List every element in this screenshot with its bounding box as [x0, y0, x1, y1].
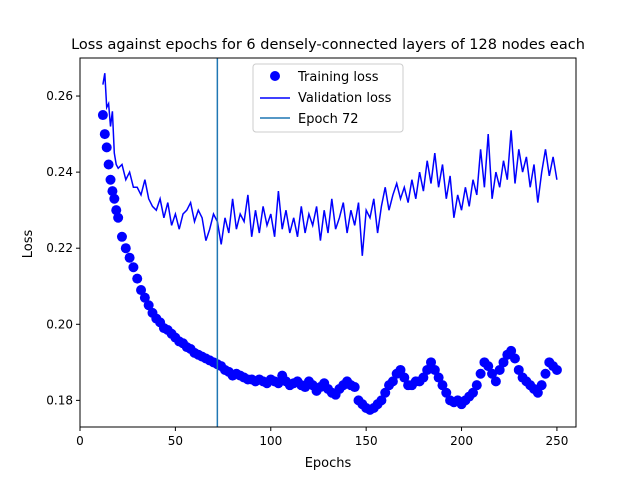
training-loss-point: [471, 380, 482, 391]
x-tick-label: 100: [259, 434, 282, 448]
training-loss-point: [395, 364, 406, 375]
training-loss-point: [506, 345, 517, 356]
x-tick-label: 200: [450, 434, 473, 448]
training-loss-point: [103, 159, 114, 170]
training-loss-point: [498, 357, 509, 368]
training-loss-point: [136, 285, 147, 296]
training-loss-point: [101, 142, 112, 153]
y-tick-label: 0.24: [46, 165, 73, 179]
training-loss-point: [399, 372, 410, 383]
legend: Training loss Validation loss Epoch 72: [252, 63, 404, 133]
x-axis: 0 50 100 150 200 250: [76, 427, 568, 448]
axes-frame: [79, 57, 577, 428]
y-tick-label: 0.22: [46, 241, 73, 255]
y-axis-label: Loss: [21, 230, 36, 259]
training-loss-point: [97, 110, 108, 121]
plot-area: [97, 58, 562, 427]
training-loss-point: [116, 231, 127, 242]
legend-box: [252, 63, 404, 133]
legend-label-training: Training loss: [297, 70, 379, 85]
validation-loss-line: [102, 73, 558, 256]
training-loss-point: [475, 368, 486, 379]
training-loss-point: [490, 376, 501, 387]
legend-label-epoch: Epoch 72: [298, 112, 358, 127]
training-loss-point: [513, 364, 524, 375]
x-tick-label: 50: [168, 434, 183, 448]
training-loss-point: [540, 368, 551, 379]
training-loss-point: [551, 364, 562, 375]
legend-label-validation: Validation loss: [298, 91, 392, 106]
x-tick-label: 0: [76, 434, 84, 448]
training-loss-point: [437, 380, 448, 391]
y-axis: 0.18 0.20 0.22 0.24 0.26: [46, 89, 80, 407]
training-loss-point: [387, 376, 398, 387]
training-loss-point: [113, 212, 124, 223]
training-loss-point: [441, 387, 452, 398]
training-loss-point: [487, 368, 498, 379]
training-loss-point: [536, 380, 547, 391]
training-loss-point: [120, 243, 131, 254]
x-tick-label: 150: [355, 434, 378, 448]
y-tick-label: 0.18: [46, 393, 73, 407]
training-loss-point: [426, 357, 437, 368]
training-loss-point: [429, 364, 440, 375]
training-loss-point: [467, 387, 478, 398]
training-loss-point: [139, 292, 150, 303]
training-loss-point: [109, 193, 120, 204]
training-loss-point: [509, 353, 520, 364]
training-loss-point: [494, 364, 505, 375]
training-loss-point: [418, 372, 429, 383]
training-loss-point: [273, 378, 284, 389]
training-loss-point: [143, 300, 154, 311]
training-loss-point: [99, 129, 110, 140]
chart-title: Loss against epochs for 6 densely-connec…: [71, 37, 585, 53]
legend-marker-training: [270, 71, 280, 81]
y-tick-label: 0.26: [46, 89, 73, 103]
training-loss-point: [132, 273, 143, 284]
training-loss-point: [124, 252, 135, 263]
y-tick-label: 0.20: [46, 317, 73, 331]
x-axis-label: Epochs: [305, 456, 352, 471]
training-loss-point: [380, 387, 391, 398]
training-loss-point: [349, 382, 360, 393]
x-tick-label: 250: [545, 434, 568, 448]
training-loss-point: [128, 262, 139, 273]
training-loss-point: [105, 174, 116, 185]
training-loss-point: [433, 372, 444, 383]
training-loss-point: [107, 186, 118, 197]
training-loss-point: [111, 205, 122, 216]
training-loss-point: [483, 361, 494, 372]
training-loss-point: [376, 395, 387, 406]
training-loss-point: [422, 364, 433, 375]
training-loss-point: [532, 387, 543, 398]
